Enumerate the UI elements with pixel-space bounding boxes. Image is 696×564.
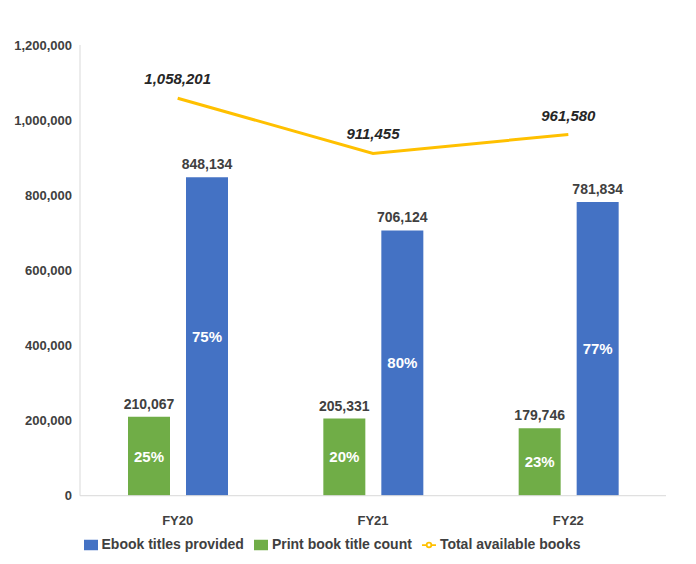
svg-text:FY22: FY22	[553, 513, 584, 528]
html-text:Ebook titles provided: Ebook titles provided	[101, 535, 244, 552]
html-text:Total available books: Total available books	[439, 535, 581, 552]
svg-text:1,000,000: 1,000,000	[14, 113, 72, 128]
svg-text:210,067: 210,067	[124, 396, 175, 412]
svg-text:23%: 23%	[525, 453, 555, 470]
svg-text:781,834: 781,834	[572, 181, 623, 197]
svg-text:205,331: 205,331	[319, 398, 370, 414]
svg-text:400,000: 400,000	[25, 338, 72, 353]
svg-text:1,200,000: 1,200,000	[14, 38, 72, 53]
svg-text:FY21: FY21	[357, 513, 388, 528]
svg-text:1,058,201: 1,058,201	[144, 70, 211, 87]
svg-text:911,455: 911,455	[346, 125, 400, 142]
svg-text:20%: 20%	[329, 448, 359, 465]
svg-text:848,134: 848,134	[182, 156, 233, 172]
svg-text:FY20: FY20	[162, 513, 193, 528]
svg-text:25%: 25%	[134, 448, 164, 465]
svg-text:200,000: 200,000	[25, 413, 72, 428]
svg-text:75%: 75%	[192, 328, 222, 345]
svg-text:80%: 80%	[387, 354, 417, 371]
svg-text:961,580: 961,580	[541, 107, 596, 124]
svg-text:800,000: 800,000	[25, 188, 72, 203]
svg-text:0: 0	[65, 488, 72, 503]
svg-text:179,746: 179,746	[514, 407, 565, 423]
svg-text:706,124: 706,124	[377, 209, 428, 225]
html-text:Print book title count: Print book title count	[271, 535, 412, 552]
svg-text:77%: 77%	[583, 340, 613, 357]
svg-text:600,000: 600,000	[25, 263, 72, 278]
